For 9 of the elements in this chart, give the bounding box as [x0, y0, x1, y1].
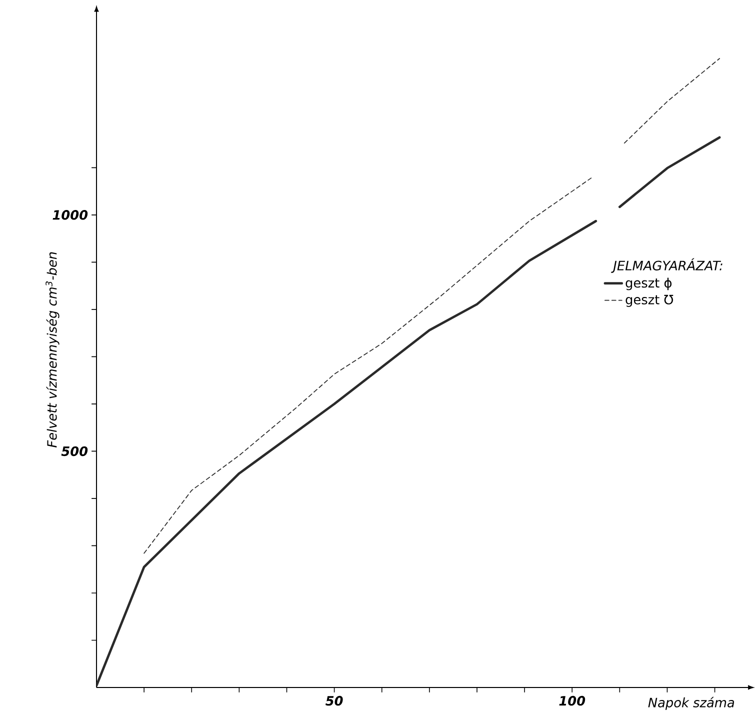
legend-label: geszt ℧ [626, 294, 674, 307]
y-tick-label: 1000 [52, 210, 88, 220]
y-tick-label: 500 [61, 446, 88, 456]
x-tick-label: 100 [559, 696, 586, 706]
y-axis-title: Felvett vízmennyiség cm$^{3}$-ben [46, 252, 60, 448]
legend-label: geszt ϕ [626, 278, 672, 290]
x-tick-label: 50 [326, 696, 343, 706]
legend-title: JELMAGYARÁZAT: [611, 258, 722, 273]
x-axis-title: Napok száma [648, 696, 734, 710]
